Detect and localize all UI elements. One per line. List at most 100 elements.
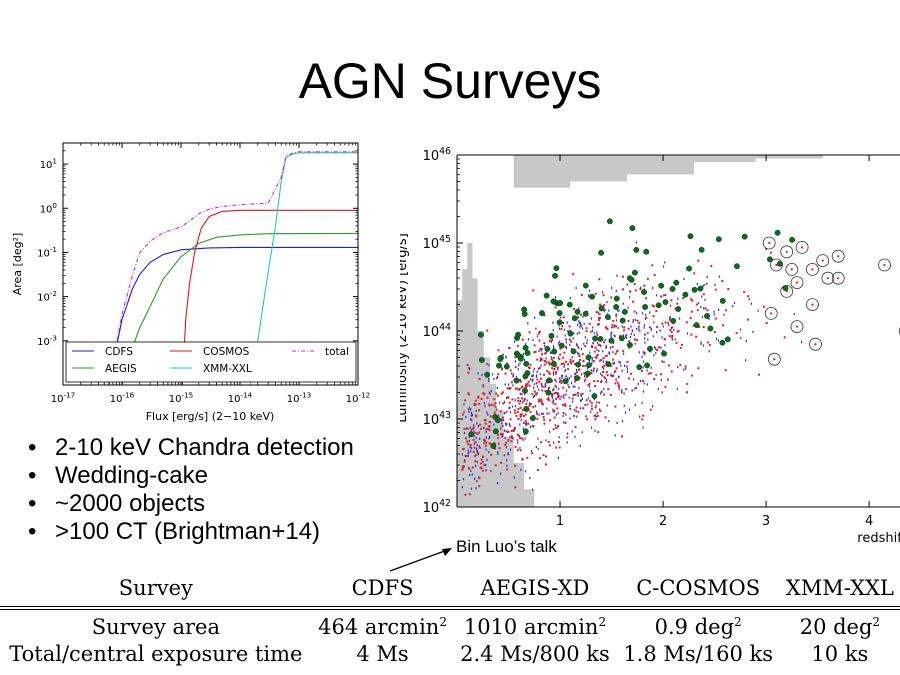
data-point — [578, 411, 580, 414]
data-point — [566, 321, 568, 324]
table-header: XMM-XXL — [779, 573, 900, 610]
data-point — [582, 315, 584, 318]
data-point — [552, 402, 555, 405]
data-point — [519, 435, 521, 438]
data-point — [575, 406, 578, 409]
data-point — [555, 397, 558, 400]
data-point — [554, 392, 556, 394]
data-point — [589, 389, 591, 392]
data-point — [571, 397, 574, 400]
data-point — [557, 456, 559, 459]
data-point — [631, 389, 634, 392]
compton-thick-point — [558, 342, 565, 349]
data-point — [469, 444, 472, 446]
data-point — [535, 374, 538, 377]
data-point — [525, 424, 527, 427]
data-point — [476, 444, 478, 447]
data-point — [586, 418, 589, 421]
data-point — [558, 395, 560, 398]
data-point — [546, 381, 549, 384]
data-point — [650, 328, 652, 332]
data-point — [567, 377, 569, 380]
data-point — [509, 411, 511, 414]
data-point — [579, 326, 581, 329]
data-point — [552, 428, 555, 431]
data-point — [558, 327, 560, 330]
compton-thick-point — [478, 357, 485, 363]
data-point — [520, 418, 522, 421]
data-point — [619, 361, 621, 364]
data-point — [570, 340, 573, 343]
data-point — [463, 427, 466, 430]
data-point — [529, 425, 531, 429]
data-point — [691, 374, 693, 377]
data-point — [584, 378, 587, 381]
data-point — [538, 388, 540, 391]
data-point — [669, 304, 672, 307]
data-point — [603, 310, 605, 313]
circled-source — [878, 258, 891, 272]
data-point — [623, 326, 626, 329]
data-point — [532, 374, 534, 377]
data-point — [585, 327, 588, 330]
data-point — [548, 340, 551, 342]
data-point — [474, 460, 477, 463]
compton-thick-point — [556, 319, 563, 326]
compton-thick-point — [522, 344, 529, 351]
data-point — [535, 393, 537, 396]
data-point — [590, 410, 592, 413]
data-point — [692, 324, 695, 327]
data-point — [526, 456, 529, 459]
data-point — [473, 442, 475, 446]
data-point — [533, 386, 535, 389]
data-point — [508, 422, 510, 425]
data-point — [555, 386, 557, 389]
data-point — [695, 335, 698, 338]
data-point — [470, 414, 472, 417]
data-point — [650, 366, 652, 369]
data-point — [623, 404, 625, 407]
data-point — [691, 299, 694, 302]
data-point — [592, 345, 594, 348]
data-point — [465, 437, 467, 440]
data-point — [476, 452, 479, 454]
data-point — [548, 361, 550, 364]
data-point — [572, 337, 574, 340]
data-point — [504, 422, 506, 425]
data-point — [521, 457, 524, 460]
data-point — [599, 409, 602, 412]
data-point — [523, 359, 526, 362]
data-point — [564, 403, 567, 406]
data-point — [488, 420, 491, 423]
data-point — [604, 326, 607, 329]
data-point — [600, 344, 602, 348]
data-point — [544, 344, 546, 347]
x-tick-label: 4 — [865, 514, 873, 529]
data-point — [553, 416, 556, 419]
data-point — [785, 290, 788, 293]
y-tick-label: 1043 — [423, 410, 451, 428]
upper-shaded-region — [457, 155, 900, 188]
data-point — [700, 342, 702, 346]
data-point — [546, 412, 548, 415]
circled-source — [769, 258, 783, 272]
data-point — [563, 351, 566, 354]
data-point — [529, 477, 531, 480]
data-point — [482, 461, 484, 464]
data-point — [590, 402, 593, 405]
data-point — [530, 402, 532, 405]
data-point — [623, 352, 625, 355]
data-point — [597, 431, 600, 434]
data-point — [610, 374, 613, 377]
data-point — [727, 288, 730, 290]
compton-thick-point — [574, 308, 581, 315]
data-point — [564, 370, 566, 373]
data-point — [540, 412, 543, 415]
data-point — [747, 295, 750, 298]
data-point — [495, 377, 498, 380]
data-point — [590, 372, 593, 375]
compton-thick-point — [585, 362, 592, 369]
legend-label: AEGIS — [105, 363, 137, 375]
data-point — [512, 428, 515, 431]
compton-thick-point — [515, 331, 522, 338]
